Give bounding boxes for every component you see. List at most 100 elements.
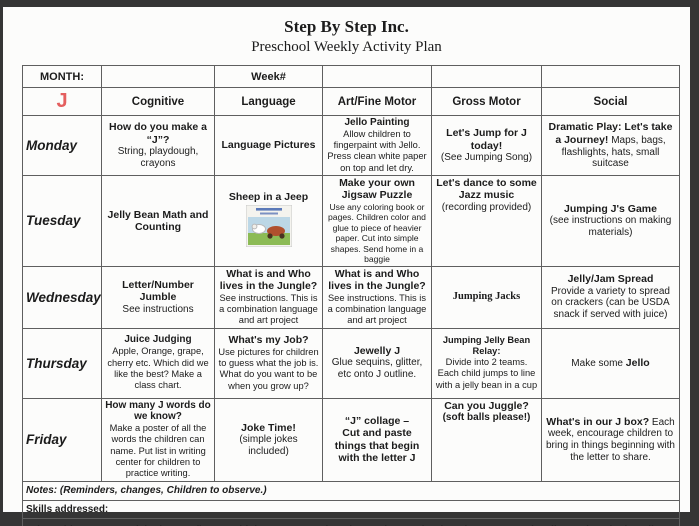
activity-title: Jello Painting (344, 117, 410, 128)
title-block: Step By Step Inc. Preschool Weekly Activ… (3, 17, 690, 56)
empty-cell (541, 65, 680, 88)
table-row-wednesday: Wednesday Letter/Number Jumble See instr… (22, 265, 680, 329)
activity-detail: See instructions. This is a combination … (219, 292, 318, 326)
activity-cell: Language Pictures (214, 114, 323, 177)
activity-title: What is and Who lives in the Jungle? (219, 267, 318, 293)
activity-detail: Use any coloring book or pages. Children… (328, 201, 426, 265)
activity-title: Jello (625, 356, 650, 369)
activity-cell: Jumping Jacks (431, 265, 542, 329)
other-ideas-line: Other J ideas: Be a Jack in the Box (jum… (22, 517, 680, 526)
activity-cell: Letter/Number Jumble See instructions (101, 265, 215, 329)
table-row-monday: Monday How do you make a “J”? String, pl… (22, 114, 680, 177)
activity-title: Juice Judging (124, 334, 192, 346)
column-header-row: J Cognitive Language Art/Fine Motor Gros… (22, 87, 680, 116)
activity-title: Letter/Number Jumble (122, 278, 194, 304)
activity-detail: Glue sequins, glitter, etc onto J outlin… (331, 357, 423, 381)
letter-of-week: J (56, 90, 68, 112)
activity-cell: Jewelly J Glue sequins, glitter, etc ont… (322, 327, 432, 399)
month-week-row: MONTH: Week# (22, 65, 680, 88)
activity-detail: (see instructions on making materials) (549, 215, 672, 239)
activity-cell: Jumping Jelly Bean Relay: Divide into 2 … (431, 327, 542, 399)
activity-title: Language Pictures (221, 139, 316, 152)
day-label: Tuesday (22, 175, 102, 267)
letter-of-week-cell: J (22, 87, 102, 116)
activity-cell: Juice Judging Apple, Orange, grape, cher… (101, 327, 215, 399)
column-header-social: Social (541, 87, 680, 116)
activity-title: How do you make a “J”? (108, 121, 208, 146)
activity-cell: Sheep in a Jeep (214, 175, 323, 267)
activity-detail: (soft balls please!) (442, 411, 531, 423)
activity-title: “J” collage – (344, 414, 410, 427)
activity-cell: Jumping J's Game (see instructions on ma… (541, 175, 680, 267)
activity-title: Jewelly J (353, 345, 401, 358)
activity-detail: String, playdough, crayons (117, 146, 199, 169)
activity-title: Jelly Bean Math and Counting (107, 208, 209, 233)
table-row-friday: Friday How many J words do we know? Make… (22, 397, 680, 482)
activity-cell: Joke Time! (simple jokes included) (214, 397, 323, 482)
activity-cell: How do you make a “J”? String, playdough… (101, 114, 215, 177)
sheep-in-a-jeep-book-cover-image (245, 204, 292, 248)
month-label: MONTH: (22, 65, 102, 88)
activity-detail: Provide a variety to spread on crackers … (551, 285, 670, 321)
activity-title-line2: Cut and paste things that begin with the… (334, 427, 420, 464)
activity-detail: See instructions. This is a combination … (327, 292, 427, 326)
activity-cell: Let's dance to some Jazz music (recordin… (431, 175, 542, 267)
column-header-language: Language (214, 87, 323, 116)
empty-cell (431, 65, 542, 88)
activity-title: Sheep in a Jeep (228, 191, 309, 204)
activity-detail: (See Jumping Song) (440, 152, 533, 164)
document-page: Step By Step Inc. Preschool Weekly Activ… (3, 7, 690, 526)
column-header-gross-motor: Gross Motor (431, 87, 542, 116)
activity-cell: Jelly/Jam Spread Provide a variety to sp… (541, 265, 680, 329)
activity-detail: Maps, bags, flashlights, hats, small sui… (561, 134, 666, 170)
activity-detail: Allow children to fingerpaint with Jello… (327, 128, 427, 173)
activity-cell: Make some Jello (541, 327, 680, 399)
activity-detail: Apple, Orange, grape, cherry etc. Which … (107, 346, 209, 391)
column-header-cognitive: Cognitive (101, 87, 215, 116)
activity-detail: Make a poster of all the words the child… (109, 423, 207, 479)
activity-title: Make your own Jigsaw Puzzle (339, 177, 415, 202)
activity-title: Joke Time! (241, 421, 296, 434)
day-label: Friday (22, 397, 102, 482)
table-row-thursday: Thursday Juice Judging Apple, Orange, gr… (22, 327, 680, 399)
activity-cell: Let's Jump for J today! (See Jumping Son… (431, 114, 542, 177)
activity-title: Jumping Jelly Bean Relay: (442, 335, 531, 356)
activity-title: How many J words do we know? (105, 399, 211, 423)
activity-cell: What's my Job? Use pictures for children… (214, 327, 323, 399)
day-label: Wednesday (22, 265, 102, 329)
week-value-cell (322, 65, 432, 88)
activity-cell: What is and Who lives in the Jungle? See… (214, 265, 323, 329)
activity-title: Let's dance to some Jazz music (436, 177, 537, 202)
week-label: Week# (214, 65, 323, 88)
activity-cell: Can you Juggle? (soft balls please!) (431, 397, 542, 482)
company-title: Step By Step Inc. (284, 17, 409, 36)
column-header-art-fine-motor: Art/Fine Motor (322, 87, 432, 116)
activity-detail: Use pictures for children to guess what … (218, 346, 319, 391)
month-value-cell (101, 65, 215, 88)
activity-cell: What is and Who lives in the Jungle? See… (322, 265, 432, 329)
activity-title: Jumping Jacks (452, 290, 521, 302)
day-label: Thursday (22, 327, 102, 399)
activity-title: What is and Who lives in the Jungle? (328, 267, 426, 293)
activity-title: Let's Jump for J today! (446, 127, 527, 152)
activity-title: What's in our J box? (546, 415, 650, 428)
weekly-activity-plan-table: MONTH: Week# J Cognitive Language Art/Fi… (22, 65, 680, 526)
activity-title: Dramatic Play: Let's take a Journey! (548, 120, 673, 146)
table-row-tuesday: Tuesday Jelly Bean Math and Counting She… (22, 175, 680, 267)
activity-detail: See instructions (122, 303, 194, 315)
activity-cell: Dramatic Play: Let's take a Journey! Map… (541, 114, 680, 177)
activity-cell: Make your own Jigsaw Puzzle Use any colo… (322, 175, 432, 267)
activity-detail: Make some (571, 357, 623, 369)
day-label: Monday (22, 114, 102, 177)
activity-cell: “J” collage – Cut and paste things that … (322, 397, 432, 482)
activity-cell: What's in our J box? Each week, encourag… (541, 397, 680, 482)
activity-detail: (simple jokes included) (239, 434, 298, 457)
activity-detail: (recording provided) (441, 201, 532, 213)
skills-addressed-line: Skills addressed: (22, 499, 680, 519)
document-subtitle: Preschool Weekly Activity Plan (251, 39, 442, 55)
notes-line: Notes: (Reminders, changes, Children to … (22, 480, 680, 501)
notes-row: Notes: (Reminders, changes, Children to … (22, 480, 680, 501)
activity-cell: Jelly Bean Math and Counting (101, 175, 215, 267)
activity-title: Jumping J's Game (564, 202, 657, 215)
